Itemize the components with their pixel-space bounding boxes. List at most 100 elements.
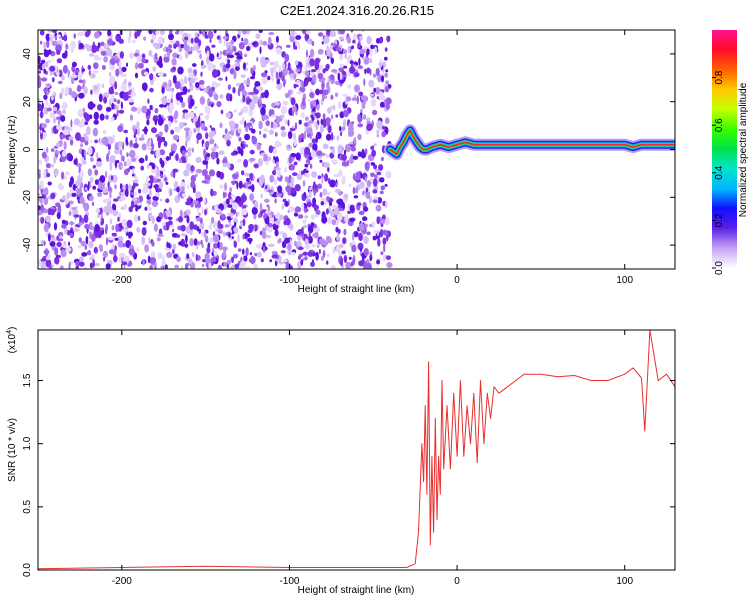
- noise-cell: [107, 187, 112, 192]
- noise-cell: [57, 118, 61, 127]
- noise-cell: [248, 223, 255, 231]
- noise-cell: [244, 133, 251, 141]
- noise-cell: [69, 139, 74, 146]
- noise-cell: [293, 161, 298, 166]
- noise-cell: [61, 75, 65, 81]
- noise-cell: [292, 125, 295, 129]
- noise-cell: [174, 110, 179, 119]
- noise-cell: [166, 100, 171, 103]
- noise-cell: [323, 36, 330, 44]
- noise-cell: [168, 44, 173, 49]
- noise-cell: [75, 132, 81, 141]
- noise-cell: [226, 139, 231, 147]
- noise-cell: [339, 168, 341, 178]
- noise-cell: [341, 161, 348, 167]
- noise-cell: [189, 221, 194, 230]
- noise-cell: [93, 62, 99, 70]
- noise-cell: [60, 87, 65, 95]
- noise-cell: [143, 36, 147, 41]
- noise-cell: [83, 202, 90, 212]
- snr-xtick-label: -100: [279, 576, 299, 587]
- noise-cell: [41, 123, 47, 129]
- noise-cell: [265, 185, 268, 190]
- noise-cell: [302, 180, 306, 187]
- noise-cell: [78, 261, 85, 267]
- noise-cell: [205, 258, 212, 264]
- noise-cell: [361, 103, 366, 109]
- noise-cell: [108, 150, 111, 156]
- noise-cell: [384, 47, 388, 52]
- noise-cell: [237, 148, 243, 155]
- noise-cell: [234, 109, 237, 113]
- noise-cell: [237, 248, 242, 252]
- noise-cell: [376, 230, 380, 237]
- noise-cell: [317, 72, 324, 80]
- noise-cell: [159, 157, 163, 164]
- noise-cell: [71, 74, 78, 79]
- noise-cell: [225, 76, 228, 82]
- noise-cell: [352, 155, 359, 160]
- noise-cell: [79, 136, 86, 143]
- noise-cell: [231, 236, 234, 240]
- noise-cell: [384, 117, 390, 125]
- noise-cell: [275, 167, 282, 171]
- noise-cell: [43, 68, 47, 74]
- noise-cell: [244, 172, 251, 177]
- noise-cell: [133, 134, 136, 139]
- noise-cell: [296, 91, 303, 95]
- noise-cell: [157, 117, 164, 126]
- noise-cell: [154, 52, 158, 59]
- noise-cell: [194, 173, 198, 178]
- noise-cell: [148, 189, 152, 198]
- noise-cell: [348, 256, 352, 260]
- noise-cell: [100, 221, 103, 226]
- noise-cell: [378, 164, 384, 171]
- noise-cell: [192, 186, 196, 194]
- noise-cell: [362, 114, 367, 120]
- noise-cell: [152, 66, 156, 72]
- noise-cell: [201, 206, 204, 216]
- noise-cell: [165, 156, 170, 161]
- noise-cell: [327, 124, 332, 134]
- noise-cell: [114, 149, 120, 155]
- noise-cell: [169, 188, 173, 197]
- noise-cell: [217, 241, 220, 249]
- noise-cell: [51, 96, 54, 101]
- noise-cell: [330, 57, 334, 64]
- noise-cell: [373, 230, 378, 234]
- noise-cell: [306, 172, 310, 178]
- noise-cell: [213, 234, 220, 243]
- noise-cell: [349, 242, 353, 248]
- noise-cell: [136, 30, 141, 37]
- noise-cell: [134, 62, 139, 70]
- noise-cell: [370, 44, 375, 50]
- noise-cell: [71, 192, 77, 197]
- noise-cell: [365, 262, 372, 269]
- noise-cell: [361, 56, 366, 61]
- snr-scale-multiplier: (x104): [6, 327, 18, 354]
- noise-cell: [284, 237, 290, 244]
- noise-cell: [143, 182, 147, 189]
- noise-cell: [99, 175, 106, 184]
- noise-cell: [41, 151, 47, 159]
- noise-cell: [366, 48, 369, 53]
- noise-cell: [382, 255, 386, 263]
- noise-cell: [347, 210, 352, 215]
- noise-cell: [177, 192, 180, 199]
- spectrogram-xtick-label: -200: [112, 275, 132, 286]
- noise-cell: [246, 45, 251, 52]
- noise-cell: [204, 114, 210, 120]
- noise-cell: [84, 113, 91, 123]
- noise-cell: [242, 62, 246, 70]
- noise-cell: [107, 136, 114, 145]
- noise-cell: [364, 176, 367, 183]
- noise-cell: [124, 168, 129, 176]
- noise-cell: [227, 204, 234, 208]
- noise-cell: [163, 54, 169, 57]
- noise-cell: [371, 109, 378, 116]
- noise-cell: [380, 185, 386, 191]
- noise-cell: [123, 129, 128, 134]
- noise-cell: [96, 104, 103, 111]
- noise-cell: [211, 86, 215, 90]
